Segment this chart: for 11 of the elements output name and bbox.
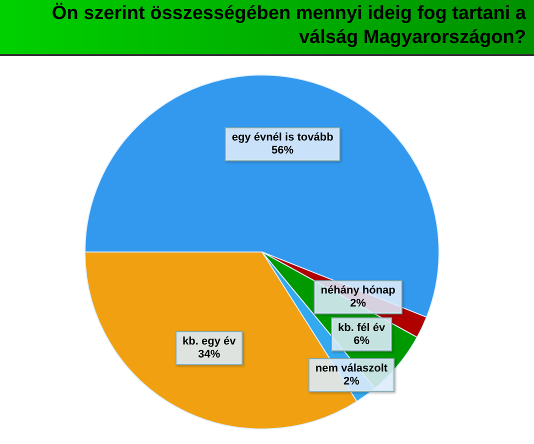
slice-label: kb. fél év [338, 322, 386, 334]
slice-label: kb. egy év [182, 336, 237, 348]
data-label: 6% [354, 334, 370, 347]
data-label: 56% [272, 144, 294, 157]
data-label: 34% [198, 348, 220, 361]
slice-label: egy évnél is tovább [232, 132, 334, 144]
slice-label: néhány hónap [320, 284, 396, 297]
data-label: 2% [344, 376, 360, 388]
chart-title: Ön szerint összességében mennyi ideig fog tartani a válság Magyarországon? [0, 0, 534, 56]
data-label: 2% [350, 298, 366, 310]
slice-label: nem válaszolt [315, 362, 388, 375]
